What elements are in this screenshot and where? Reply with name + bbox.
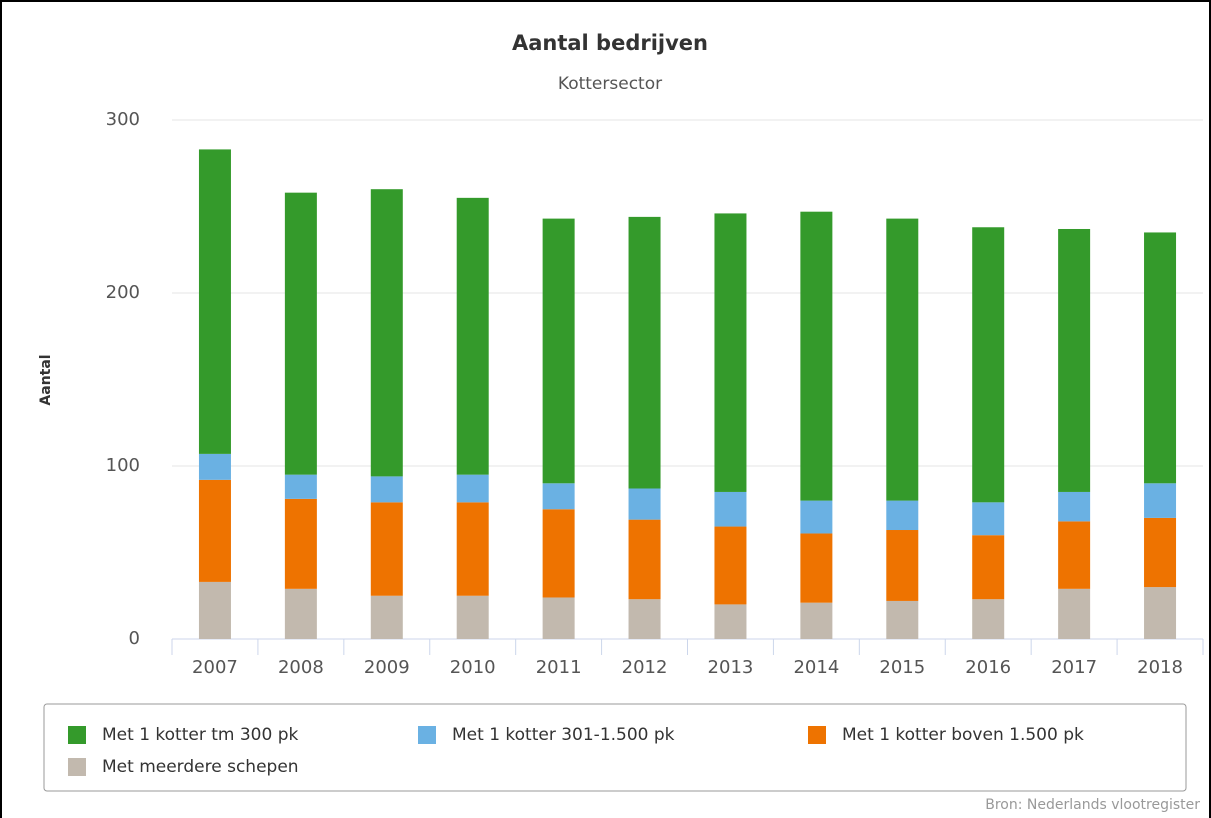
bar-segment: [284, 474, 317, 499]
x-tick-label: 2016: [965, 657, 1011, 678]
bar-segment: [370, 189, 403, 477]
bar-segment: [542, 218, 575, 484]
bar-segment: [886, 218, 919, 501]
y-axis-label: Aantal: [38, 354, 54, 405]
bar-segment: [886, 500, 919, 531]
bar-segment: [628, 488, 661, 520]
bar-segment: [370, 595, 403, 639]
source: Bron: Nederlands vlootregister: [985, 797, 1200, 813]
bar-segment: [284, 192, 317, 475]
x-tick-label: 2010: [450, 657, 496, 678]
bar-segment: [1058, 588, 1091, 639]
bar-segment: [1058, 521, 1091, 589]
legend-label: Met 1 kotter tm 300 pk: [102, 725, 299, 745]
bar-segment: [800, 602, 833, 639]
bar-segment: [972, 227, 1005, 503]
bar-segment: [370, 476, 403, 503]
legend-swatch: [68, 758, 86, 776]
bar-segment: [1144, 483, 1177, 518]
legend-swatch: [68, 726, 86, 744]
bar-segment: [456, 595, 489, 639]
bar-segment: [542, 509, 575, 598]
bar-segment: [284, 588, 317, 639]
bar-segment: [456, 502, 489, 596]
bar-segment: [370, 502, 403, 596]
bar-segment: [800, 533, 833, 603]
x-tick-label: 2007: [192, 657, 238, 678]
x-tick-label: 2015: [879, 657, 925, 678]
bar-segment: [456, 197, 489, 475]
bar-segment: [542, 483, 575, 510]
bar-segment: [714, 213, 747, 492]
bar-segment: [972, 502, 1005, 536]
x-tick-label: 2013: [708, 657, 754, 678]
bar-segment: [1058, 228, 1091, 492]
x-tick-label: 2011: [536, 657, 582, 678]
bar-segment: [800, 500, 833, 534]
x-tick-label: 2008: [278, 657, 324, 678]
legend-swatch: [418, 726, 436, 744]
bar-segment: [1144, 587, 1177, 639]
bar-segment: [198, 453, 231, 480]
y-tick-label: 300: [106, 109, 140, 130]
bar-segment: [972, 535, 1005, 600]
y-tick-label: 100: [106, 455, 140, 476]
legend-label: Met 1 kotter 301-1.500 pk: [452, 725, 675, 745]
bar-segment: [886, 600, 919, 639]
bar-segment: [198, 479, 231, 582]
legend-label: Met 1 kotter boven 1.500 pk: [842, 725, 1084, 745]
bar-segment: [886, 530, 919, 601]
bar-segment: [1058, 491, 1091, 522]
legend-label: Met meerdere schepen: [102, 757, 299, 777]
bar-segment: [628, 599, 661, 639]
x-tick-label: 2017: [1051, 657, 1097, 678]
x-tick-label: 2012: [622, 657, 668, 678]
legend-box: [43, 703, 1187, 792]
bar-segment: [198, 581, 231, 639]
bar-segment: [714, 526, 747, 605]
bar-segment: [628, 519, 661, 600]
y-tick-label: 0: [129, 628, 140, 649]
bar-segment: [714, 604, 747, 639]
chart-subtitle: Kottersector: [558, 74, 662, 94]
bar-segment: [198, 149, 231, 454]
legend-swatch: [808, 726, 826, 744]
bar-segment: [1144, 517, 1177, 588]
bar-segment: [1144, 232, 1177, 484]
x-tick-label: 2018: [1137, 657, 1183, 678]
bar-segment: [284, 498, 317, 589]
x-tick-label: 2014: [793, 657, 839, 678]
x-tick-label: 2009: [364, 657, 410, 678]
bar-segment: [972, 599, 1005, 639]
y-tick-label: 200: [106, 282, 140, 303]
bar-segment: [542, 597, 575, 639]
bar-segment: [714, 491, 747, 527]
bar-segment: [800, 211, 833, 501]
bar-segment: [628, 216, 661, 489]
bar-segment: [456, 474, 489, 503]
chart-title: Aantal bedrijven: [512, 31, 708, 55]
